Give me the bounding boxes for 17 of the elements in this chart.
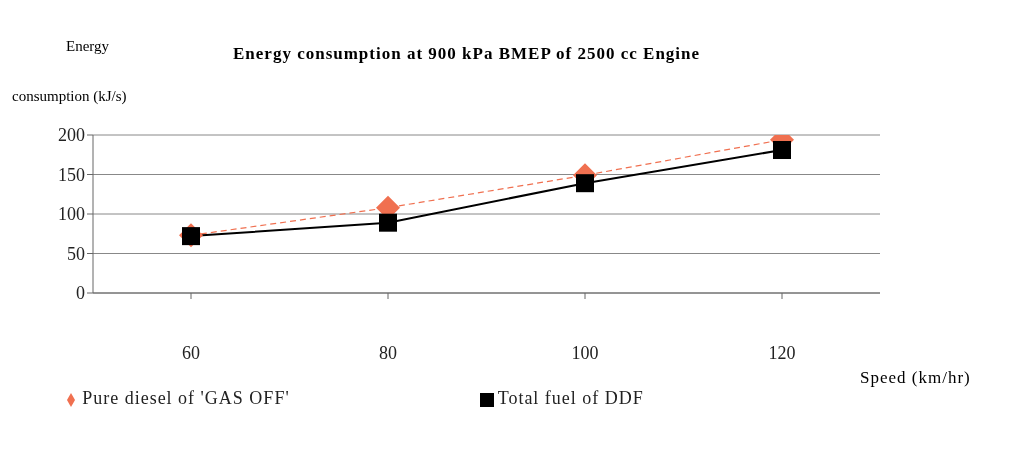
chart-title: Energy consumption at 900 kPa BMEP of 2500 cc Engine <box>233 44 701 64</box>
point <box>576 174 594 193</box>
y-tick-label: 0 <box>76 283 85 304</box>
x-tick-label: 60 <box>182 342 200 363</box>
x-tick-label: 120 <box>768 342 796 363</box>
y-tick-label: 150 <box>58 164 85 185</box>
legend-label: Total fuel of DDF <box>497 388 644 408</box>
text: Energy consumption (kJ/s) <box>12 38 127 104</box>
point <box>773 141 791 160</box>
point <box>379 213 397 232</box>
x-axis-title: Speed (km/hr) <box>860 368 971 388</box>
x-tick-label: 100 <box>571 342 599 363</box>
y-tick-label: 100 <box>58 204 85 225</box>
y-tick-label: 200 <box>58 125 85 146</box>
x-tick-label: 80 <box>379 342 397 363</box>
y-tick-label: 50 <box>67 243 85 264</box>
legend-label: Pure diesel of 'GAS OFF' <box>82 388 290 408</box>
